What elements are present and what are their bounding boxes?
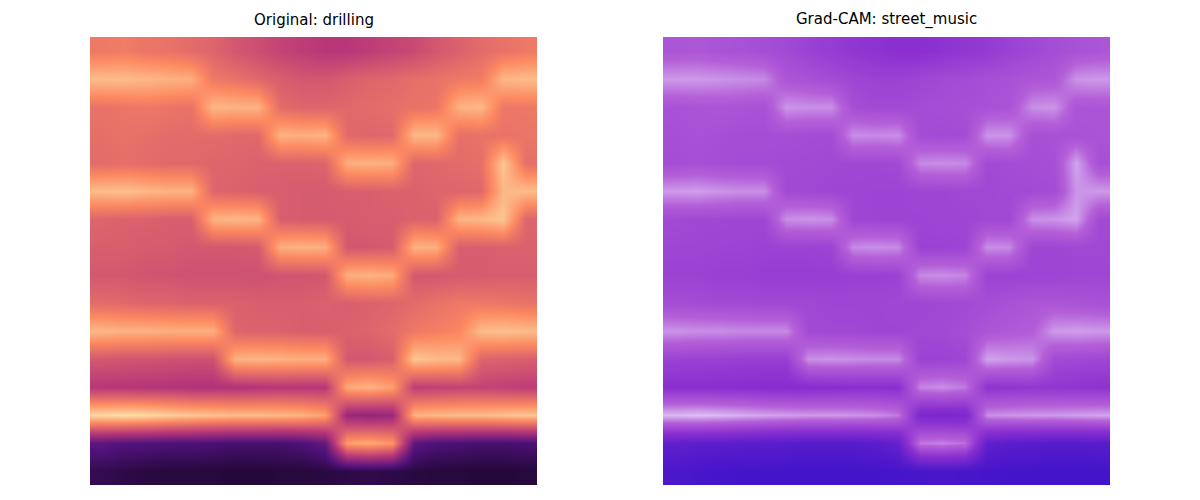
svg-text:Original: drilling: Original: drilling: [254, 11, 374, 29]
svg-text:Grad-CAM: street_music: Grad-CAM: street_music: [796, 10, 977, 29]
